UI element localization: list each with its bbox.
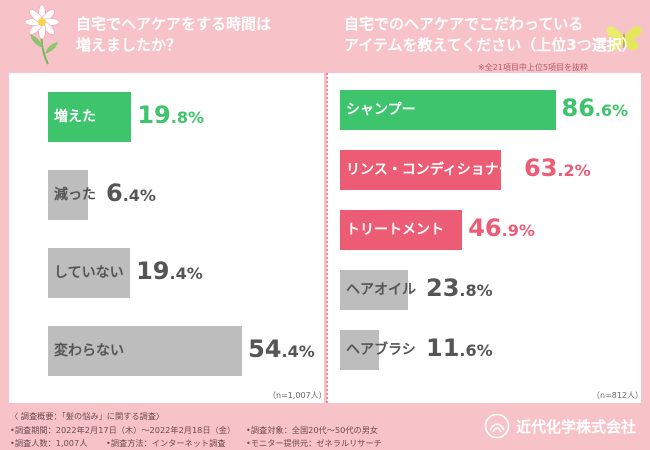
panel-divider <box>326 73 328 403</box>
right-category-label-1: シャンプー <box>346 102 416 118</box>
right-category-label-5: ヘアブラシ <box>346 342 416 358</box>
left-category-label-3: していない <box>54 265 124 281</box>
right-sample-size: （n=812人） <box>592 391 644 400</box>
butterfly-icon <box>606 26 642 51</box>
survey-count: •調査人数：1,007人 <box>10 438 88 448</box>
survey-overview: 〈 調査概要：「髪の悩み」に関する調査〉 <box>10 411 165 421</box>
left-value-label-2: 6.4% <box>106 179 156 207</box>
left-bar-3 <box>48 248 131 298</box>
survey-target: •調査対象：全国20代〜50代の男女 <box>246 425 379 435</box>
left-value-label-4: 54.4% <box>248 335 315 363</box>
right-bar-2 <box>340 150 501 190</box>
right-category-label-3: トリートメント <box>346 222 444 238</box>
right-value-label-3: 46.9% <box>468 214 535 242</box>
right-category-label-4: ヘアオイル <box>346 282 416 298</box>
left-bar-1 <box>48 92 132 142</box>
left-category-label-4: 変わらない <box>54 343 124 359</box>
right-value-label-2: 63.2% <box>524 154 591 182</box>
left-category-label-2: 減った <box>54 187 96 203</box>
left-chart-title: 自宅でヘアケアをする時間は 増えましたか？ <box>76 15 272 54</box>
left-value-label-3: 19.4% <box>136 257 203 285</box>
right-bar-4 <box>340 270 408 310</box>
company-name: 近代化学株式会社 <box>516 418 637 436</box>
left-bar-2 <box>48 170 89 220</box>
survey-method: •調査方法：インターネット調査 <box>106 438 226 448</box>
survey-period: •調査期間：2022年2月17日（木）〜2022年2月18日（金） <box>10 425 236 435</box>
right-chart-subnote: ※全21項目中上位5項目を抜粋 <box>478 63 588 72</box>
left-sample-size: （n=1,007人） <box>268 391 327 400</box>
right-value-label-1: 86.6% <box>561 94 629 122</box>
right-bar-5 <box>340 330 380 370</box>
survey-provider: •モニター提供元：ゼネラルリサーチ <box>246 438 382 448</box>
right-category-label-2: リンス・コンディショナー <box>346 162 513 178</box>
left-value-label-1: 19.8% <box>137 101 205 129</box>
right-value-label-4: 23.8% <box>426 274 493 302</box>
left-bar-4 <box>48 326 243 376</box>
right-value-label-5: 11.6% <box>426 334 493 362</box>
right-bar-1 <box>340 90 556 130</box>
flower-icon <box>24 4 60 65</box>
right-chart-title: 自宅でのヘアケアでこだわっている アイテムを教えてください（上位3つ選択） <box>344 15 637 54</box>
left-category-label-1: 増えた <box>54 109 96 125</box>
right-bar-3 <box>340 210 463 250</box>
company-logo-icon <box>484 413 510 439</box>
